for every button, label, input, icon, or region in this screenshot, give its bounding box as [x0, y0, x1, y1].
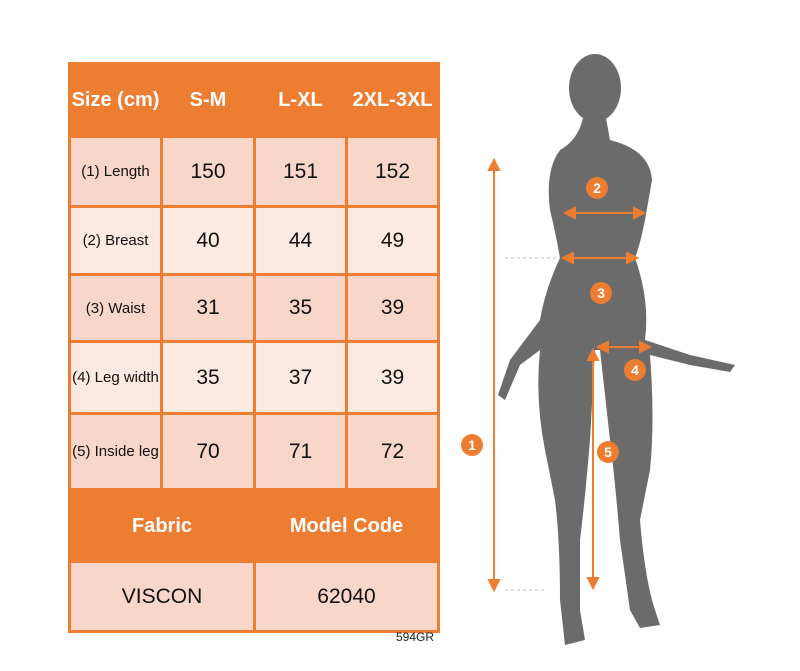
- image-code: 594GR: [396, 630, 435, 644]
- row-label: (4) Leg width: [68, 340, 163, 415]
- marker-1-icon: [461, 434, 483, 456]
- table-row: (4) Leg width 35 37 39: [68, 340, 440, 415]
- marker-3: 3: [597, 285, 605, 301]
- silhouette: [498, 54, 735, 645]
- table-row: (1) Length 150 151 152: [68, 135, 440, 208]
- model-code-value: 62040: [253, 560, 440, 633]
- row-label: (1) Length: [68, 135, 163, 208]
- fabric-header: Fabric: [68, 488, 256, 563]
- marker-3-icon: [590, 282, 612, 304]
- cell: 150: [160, 135, 256, 208]
- size-table: Size (cm) S-M L-XL 2XL-3XL (1) Length 15…: [68, 62, 440, 633]
- table-row: (3) Waist 31 35 39: [68, 273, 440, 343]
- footer-row: VISCON 62040: [68, 560, 440, 633]
- row-label: (5) Inside leg: [68, 412, 163, 491]
- header-s-m: S-M: [160, 62, 256, 138]
- model-code-header: Model Code: [253, 488, 440, 563]
- cell: 39: [345, 273, 440, 343]
- header-l-xl: L-XL: [253, 62, 348, 138]
- cell: 152: [345, 135, 440, 208]
- row-label: (2) Breast: [68, 205, 163, 276]
- cell: 35: [253, 273, 348, 343]
- cell: 71: [253, 412, 348, 491]
- cell: 35: [160, 340, 256, 415]
- marker-2: 2: [593, 180, 601, 196]
- marker-2-icon: [586, 177, 608, 199]
- row-label: (3) Waist: [68, 273, 163, 343]
- cell: 70: [160, 412, 256, 491]
- cell: 31: [160, 273, 256, 343]
- fabric-value: VISCON: [68, 560, 256, 633]
- cell: 40: [160, 205, 256, 276]
- cell: 39: [345, 340, 440, 415]
- marker-4-icon: [624, 359, 646, 381]
- cell: 37: [253, 340, 348, 415]
- measure-arrows: [487, 157, 653, 593]
- header-2xl-3xl: 2XL-3XL: [345, 62, 440, 138]
- marker-1: 1: [468, 437, 476, 453]
- cell: 49: [345, 205, 440, 276]
- table-row: (2) Breast 40 44 49: [68, 205, 440, 276]
- marker-5: 5: [604, 444, 612, 460]
- table-row: (5) Inside leg 70 71 72: [68, 412, 440, 491]
- footer-header-row: Fabric Model Code: [68, 488, 440, 563]
- marker-4: 4: [631, 362, 639, 378]
- header-size: Size (cm): [68, 62, 163, 138]
- marker-5-icon: [597, 441, 619, 463]
- header-row: Size (cm) S-M L-XL 2XL-3XL: [68, 62, 440, 138]
- cell: 72: [345, 412, 440, 491]
- cell: 44: [253, 205, 348, 276]
- cell: 151: [253, 135, 348, 208]
